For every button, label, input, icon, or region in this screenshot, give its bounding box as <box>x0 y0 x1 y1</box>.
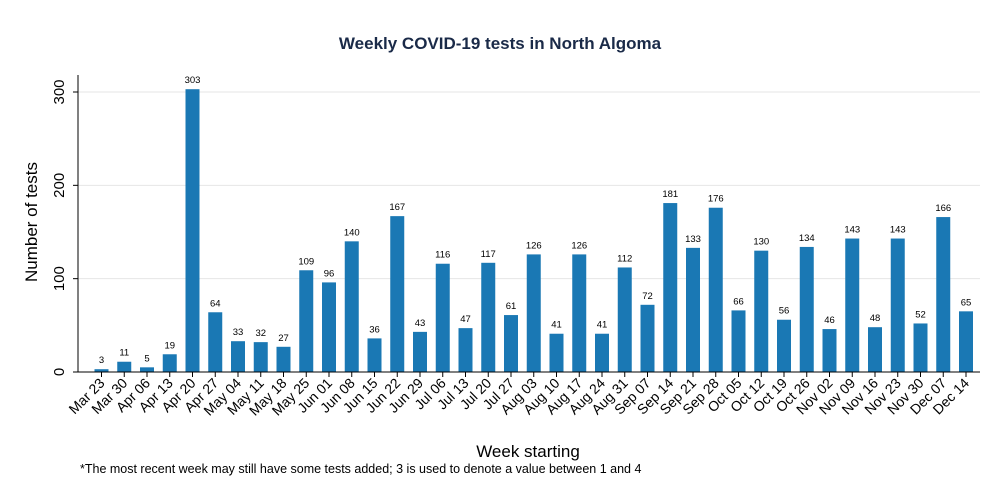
bar-value-label: 48 <box>870 313 881 324</box>
bar <box>162 354 177 372</box>
bar-value-label: 140 <box>344 227 360 238</box>
bar-value-label: 181 <box>662 189 678 200</box>
bar-value-label: 46 <box>824 315 835 326</box>
bar <box>276 346 291 372</box>
bar <box>617 267 632 372</box>
value-labels: 3 11 5 19 303 64 33 32 27 109 96 140 36 167 43 116 47 117… <box>99 75 971 366</box>
bars <box>94 89 973 372</box>
bar <box>822 329 837 372</box>
bar-value-label: 66 <box>733 296 744 307</box>
bar <box>253 342 268 372</box>
bar <box>94 369 109 372</box>
bar <box>435 263 450 372</box>
bar <box>413 331 427 372</box>
bar <box>959 311 973 372</box>
bar <box>549 333 564 372</box>
bar <box>390 216 405 372</box>
y-tick-label: 300 <box>51 79 68 104</box>
footnote: *The most recent week may still have som… <box>80 462 642 476</box>
bar-value-label: 166 <box>935 203 951 214</box>
bar <box>481 262 496 372</box>
bar <box>799 246 814 372</box>
bar-value-label: 64 <box>210 298 221 309</box>
bar <box>504 315 518 372</box>
bar <box>731 310 746 372</box>
bar-value-label: 43 <box>415 318 426 329</box>
bar <box>185 89 200 372</box>
bar-value-label: 96 <box>324 268 335 279</box>
bar-value-label: 303 <box>185 75 201 86</box>
bar-value-label: 27 <box>278 333 289 344</box>
bar-value-label: 3 <box>99 355 104 366</box>
bar-value-label: 176 <box>708 194 724 205</box>
bar-value-label: 126 <box>526 240 542 251</box>
bar <box>663 203 678 372</box>
bar-value-label: 56 <box>779 306 790 317</box>
bar-value-label: 61 <box>506 301 517 312</box>
bar <box>344 241 359 372</box>
bar-value-label: 126 <box>571 240 587 251</box>
bar-value-label: 11 <box>119 348 129 359</box>
bar-value-label: 134 <box>799 233 815 244</box>
bar <box>890 238 905 372</box>
bar <box>595 333 609 372</box>
bar <box>458 328 473 372</box>
bar-value-label: 52 <box>915 309 926 320</box>
bar-value-label: 72 <box>642 291 653 302</box>
bar-value-label: 116 <box>435 250 450 261</box>
bar-value-label: 32 <box>255 328 266 339</box>
y-tick-label: 200 <box>51 173 68 198</box>
chart-title: Weekly COVID-19 tests in North Algoma <box>338 34 662 53</box>
bar-value-label: 47 <box>460 314 471 325</box>
bar <box>299 270 314 372</box>
bar-value-label: 33 <box>233 327 244 338</box>
bar-value-label: 143 <box>890 225 906 236</box>
bar <box>640 304 655 372</box>
bar <box>936 217 951 372</box>
bar <box>572 254 587 372</box>
bar-value-label: 143 <box>844 225 860 236</box>
bar <box>754 250 769 372</box>
bar-value-label: 5 <box>144 353 149 364</box>
bar-value-label: 130 <box>753 237 769 248</box>
bar-value-label: 117 <box>481 249 496 260</box>
bar-value-label: 167 <box>389 202 405 213</box>
bar <box>868 327 882 372</box>
bar <box>708 207 723 372</box>
bar <box>845 238 860 372</box>
bar <box>231 341 245 372</box>
bar-value-label: 41 <box>551 320 562 331</box>
bar <box>526 254 541 372</box>
bar-value-label: 41 <box>597 320 608 331</box>
bar <box>322 282 336 372</box>
y-tick-label: 0 <box>51 368 68 376</box>
bar <box>117 361 132 372</box>
bar-value-label: 109 <box>298 256 314 267</box>
bar-value-label: 19 <box>164 340 175 351</box>
y-tick-label: 100 <box>51 266 68 291</box>
bar-value-label: 133 <box>685 234 701 245</box>
bar <box>913 323 928 372</box>
bar <box>208 312 223 372</box>
bar <box>777 319 791 372</box>
x-axis-title: Week starting <box>476 442 580 461</box>
bar <box>686 247 700 372</box>
bar <box>140 367 154 372</box>
bar-value-label: 36 <box>369 324 380 335</box>
bar <box>367 338 382 372</box>
bar-value-label: 65 <box>961 297 972 308</box>
y-axis-title: Number of tests <box>22 162 41 282</box>
bar-value-label: 112 <box>617 253 632 264</box>
